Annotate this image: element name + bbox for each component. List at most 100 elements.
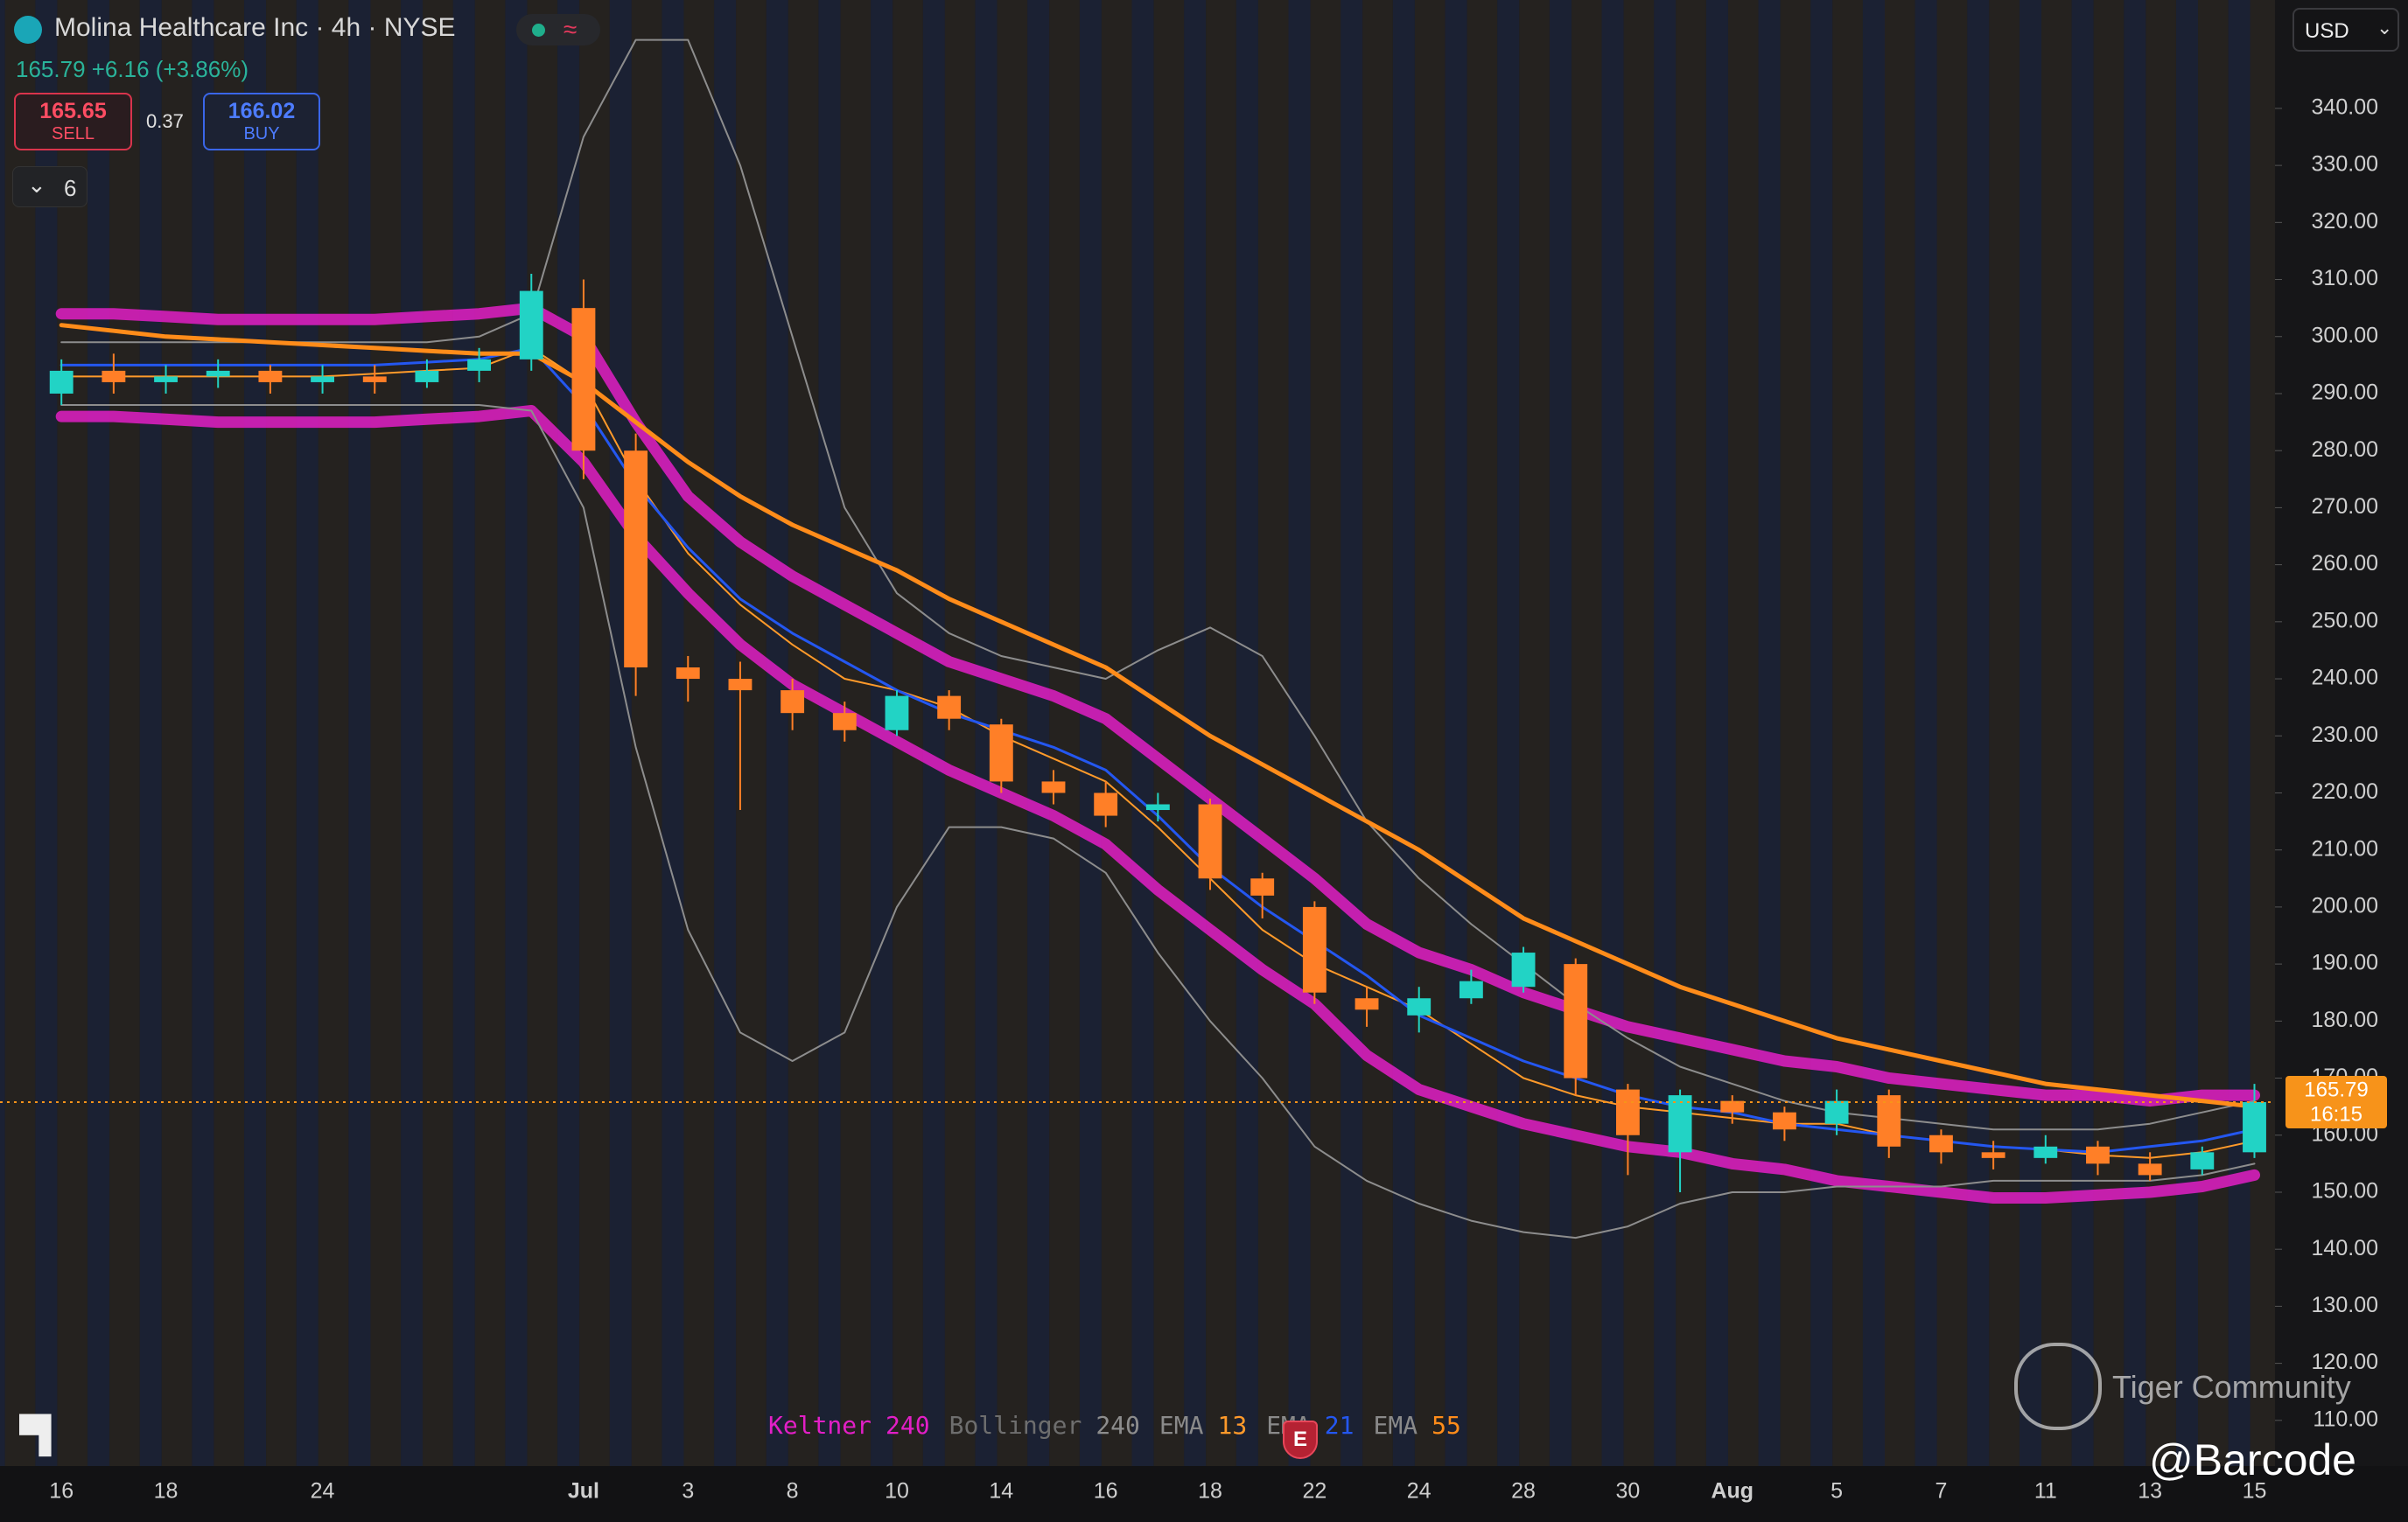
- session-stripe: [527, 0, 558, 1466]
- buy-label: BUY: [243, 124, 280, 143]
- candle-body: [1824, 1100, 1849, 1124]
- session-stripe: [2071, 0, 2094, 1466]
- quote: 165.79 +6.16 (+3.86%): [16, 56, 248, 82]
- session-stripe: [1780, 0, 1811, 1466]
- session-stripe: [1758, 0, 1781, 1466]
- session-stripe: [244, 0, 267, 1466]
- session-stripe: [1571, 0, 1602, 1466]
- session-stripe: [266, 0, 297, 1466]
- candle-body: [1302, 906, 1326, 993]
- x-tick-label: 10: [885, 1479, 909, 1504]
- candle-body: [1459, 981, 1483, 999]
- session-stripe: [1257, 0, 1289, 1466]
- y-tick-label: 330.00: [2312, 152, 2378, 177]
- x-tick-label: Aug: [1711, 1479, 1754, 1504]
- session-stripe: [2228, 0, 2250, 1466]
- legend-param: 13: [1217, 1411, 1247, 1440]
- session-stripe: [1676, 0, 1706, 1466]
- candle-body: [728, 679, 752, 691]
- session-stripe: [1705, 0, 1728, 1466]
- candle-body: [571, 308, 596, 451]
- indicator-line: [59, 323, 2257, 1109]
- y-tick-label: 270.00: [2312, 494, 2378, 519]
- session-stripe: [1832, 0, 1863, 1466]
- session-stripe: [1466, 0, 1498, 1466]
- session-stripe: [1519, 0, 1550, 1466]
- indicator-legend: Keltner240Bollinger240EMA13EMA21EMA55: [768, 1411, 1461, 1440]
- legend-name: EMA: [1159, 1411, 1204, 1440]
- legend-name: EMA: [1373, 1411, 1418, 1440]
- y-tick-label: 140.00: [2312, 1236, 2378, 1260]
- candle-body: [311, 376, 334, 382]
- collapsed-count: 6: [64, 175, 77, 201]
- sell-label: SELL: [52, 124, 94, 143]
- candle-body: [989, 724, 1013, 782]
- candle-body: [1773, 1112, 1796, 1130]
- legend-param: 240: [1096, 1411, 1140, 1440]
- x-tick-label: 5: [1830, 1479, 1843, 1504]
- session-stripe: [609, 0, 632, 1466]
- earnings-marker[interactable]: E: [1283, 1421, 1318, 1459]
- session-stripe: [1079, 0, 1102, 1466]
- session-stripe: [1601, 0, 1624, 1466]
- y-tick-label: 320.00: [2312, 209, 2378, 234]
- candle-body: [1720, 1100, 1745, 1113]
- legend-name: Keltner: [768, 1411, 872, 1440]
- status-pill[interactable]: ≈: [516, 14, 600, 45]
- session-stripe: [1549, 0, 1572, 1466]
- candle-body: [1041, 781, 1066, 793]
- y-tick-label: 210.00: [2312, 836, 2378, 861]
- y-tick-label: 190.00: [2312, 951, 2378, 975]
- last-price-label: 165.79: [2304, 1078, 2368, 1101]
- candle-body: [2086, 1146, 2110, 1164]
- session-stripe: [683, 0, 715, 1466]
- platform-logo: ▀▌: [19, 1415, 64, 1454]
- session-stripe: [1310, 0, 1341, 1466]
- currency-select[interactable]: USD ⌄: [2292, 8, 2399, 52]
- indicator-line: [55, 302, 2260, 1107]
- x-tick-label: 16: [1094, 1479, 1118, 1504]
- sell-button[interactable]: 165.65 SELL: [14, 93, 132, 150]
- candle-body: [102, 370, 126, 382]
- y-tick-label: 290.00: [2312, 380, 2378, 405]
- session-stripe: [922, 0, 945, 1466]
- x-tick-label: 15: [2243, 1479, 2267, 1504]
- earnings-label: E: [1292, 1428, 1307, 1451]
- session-stripe: [505, 0, 528, 1466]
- last-price-time: 16:15: [2310, 1102, 2362, 1126]
- candle-body: [885, 695, 909, 730]
- session-stripe: [2175, 0, 2199, 1466]
- legend-name: Bollinger: [949, 1411, 1082, 1440]
- price-axis-bg: [2275, 0, 2408, 1466]
- dropdown-icon: ⌄: [2376, 17, 2393, 38]
- x-tick-label: 3: [682, 1479, 694, 1504]
- candle-body: [1407, 998, 1432, 1016]
- session-stripe: [1362, 0, 1393, 1466]
- candle-body: [206, 370, 230, 377]
- candle-body: [1929, 1135, 1953, 1153]
- candle-body: [937, 695, 962, 719]
- session-stripe: [318, 0, 349, 1466]
- session-stripe: [557, 0, 580, 1466]
- x-tick-label: 30: [1616, 1479, 1641, 1504]
- candle-body: [2190, 1152, 2215, 1169]
- legend-param: 55: [1432, 1411, 1461, 1440]
- candle-body: [1198, 804, 1222, 879]
- session-stripe: [88, 0, 110, 1466]
- candle-body: [154, 376, 178, 382]
- session-stripe: [57, 0, 88, 1466]
- buy-button[interactable]: 166.02 BUY: [203, 93, 320, 150]
- x-tick-label: 13: [2138, 1479, 2162, 1504]
- x-tick-label: 11: [2034, 1479, 2057, 1504]
- session-stripe: [1862, 0, 1886, 1466]
- session-stripe: [1340, 0, 1363, 1466]
- session-stripe: [1414, 0, 1446, 1466]
- y-tick-label: 240.00: [2312, 666, 2378, 690]
- session-stripe: [1049, 0, 1080, 1466]
- candle-body: [1094, 792, 1118, 816]
- session-stripe: [631, 0, 662, 1466]
- session-stripe: [214, 0, 245, 1466]
- collapse-toggle[interactable]: ⌄ 6: [12, 166, 88, 207]
- session-stripe: [1131, 0, 1154, 1466]
